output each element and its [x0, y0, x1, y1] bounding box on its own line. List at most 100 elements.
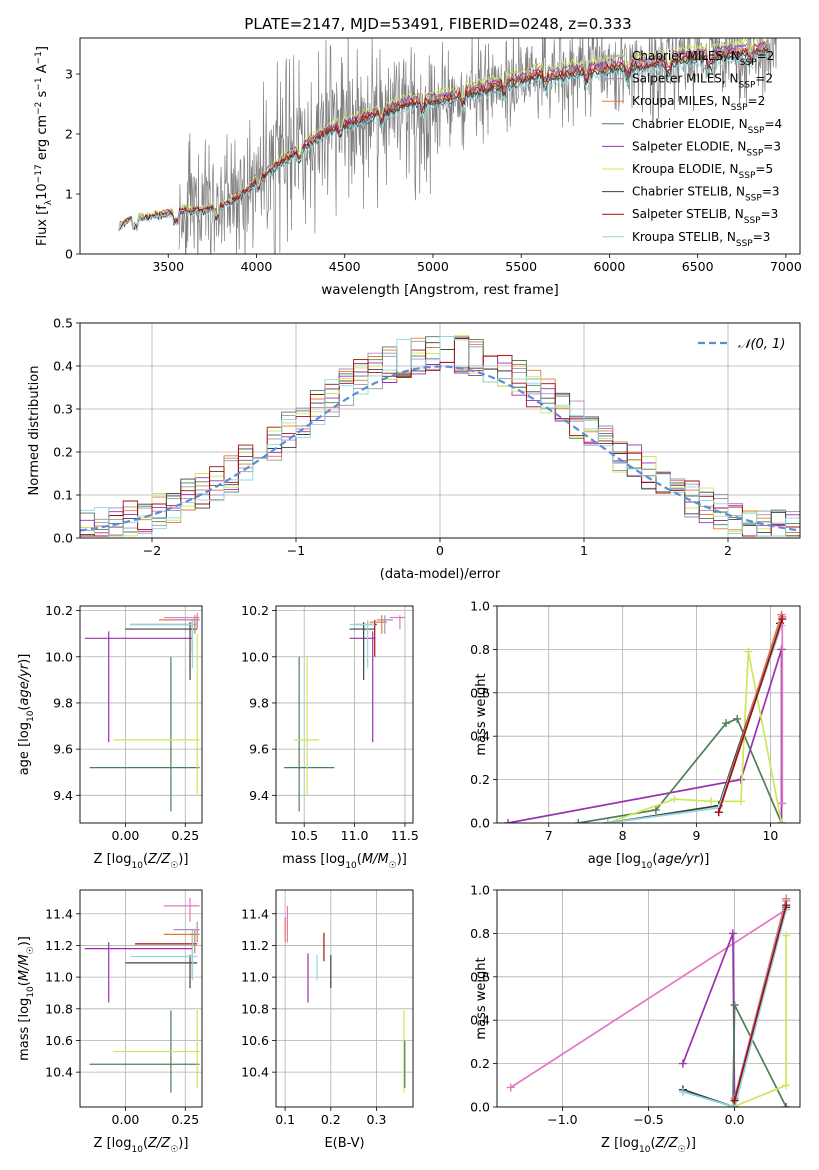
weight-marker: [782, 901, 791, 910]
y-tick-label: 10.8: [241, 1001, 269, 1016]
y-tick-label: 9.6: [249, 742, 269, 757]
axes-frame: [79, 889, 203, 1108]
y-tick-label: 0: [65, 247, 73, 262]
x-tick-label: 9: [693, 828, 701, 843]
y-axis-label: Normed distribution: [27, 366, 42, 496]
x-tick-label: 0.1: [275, 1112, 295, 1127]
y-tick-label: 10.6: [45, 1033, 73, 1048]
x-axis-label: age [log10(age/yr)]: [588, 852, 710, 871]
weight-marker: [678, 1087, 687, 1096]
y-tick-label: 0.6: [470, 969, 490, 984]
ticks: 10.5 11.0 11.5 9.4 9.6 9.8 10.0 10.2: [241, 603, 419, 843]
y-axis-label: mass weight: [474, 673, 489, 755]
legend-label: Kroupa MILES, NSSP=2: [632, 94, 765, 113]
legend-label: Chabrier MILES, NSSP=2: [632, 49, 774, 68]
model-line-8: [118, 52, 769, 232]
grid-lines: [80, 606, 202, 823]
x-axis-label: Z [log10(Z/Z☉)]: [94, 1136, 189, 1155]
y-tick-label: 1: [65, 187, 73, 202]
x-tick-label: 11.5: [391, 828, 419, 843]
weight-marker: [603, 819, 612, 823]
x-tick-label: 10: [762, 828, 778, 843]
y-tick-label: 9.8: [53, 695, 73, 710]
y-tick-label: 0.2: [53, 445, 73, 460]
legend-label: Chabrier STELIB, NSSP=3: [632, 185, 780, 204]
y-tick-label: 0.5: [53, 316, 73, 331]
x-tick-label: 0.25: [171, 828, 199, 843]
y-tick-label: 9.8: [249, 695, 269, 710]
ticks: 3500 4000 4500 5000 5500 6000 6500 7000 0 1 2 3: [65, 67, 802, 275]
weight-marker: [782, 1081, 791, 1090]
weight-marker: [778, 799, 787, 808]
y-tick-label: 0.0: [470, 816, 490, 831]
x-tick-label: 0: [436, 543, 444, 558]
x-axis-label: Z [log10(Z/Z☉)]: [601, 1136, 696, 1155]
weight-line-4: [607, 625, 783, 823]
error-bars: [84, 612, 200, 812]
weight-marker: [730, 1096, 739, 1105]
x-tick-label: −1.0: [547, 1112, 577, 1127]
legend-label: Salpeter ELODIE, NSSP=3: [632, 139, 781, 158]
grid-lines: [276, 890, 413, 1107]
y-tick-label: 11.4: [241, 906, 269, 921]
residuals-panel: −2 −1 0 1 2 0.0 0.1 0.2 0.3 0.4 0.5 𝒩(0, 1) (data-mo…: [27, 316, 801, 582]
weight-marker: [728, 929, 737, 938]
x-tick-label: −2: [143, 543, 161, 558]
axes-frame: [496, 889, 801, 1108]
age-vs-mass-panel: 10.5 11.0 11.5 9.4 9.6 9.8 10.0 10.2 mass [log10…: [241, 603, 419, 871]
y-tick-label: 10.6: [241, 1033, 269, 1048]
weight-marker: [651, 805, 660, 814]
x-tick-label: 11.0: [341, 828, 369, 843]
x-tick-label: 0.00: [112, 1112, 140, 1127]
y-tick-label: 10.4: [45, 1065, 73, 1080]
axes-frame: [496, 605, 801, 824]
y-tick-label: 11.0: [45, 970, 73, 985]
y-tick-label: 0.1: [53, 488, 73, 503]
model-line-3: [118, 45, 769, 232]
spectrum-lines: [118, 38, 777, 254]
y-tick-label: 3: [65, 67, 73, 82]
x-axis-label: mass [log10(M/M☉)]: [282, 852, 407, 871]
ticks: 7 8 9 10 0.0 0.2 0.4 0.6 0.8 1.0: [470, 599, 778, 844]
x-tick-label: 6500: [682, 259, 714, 274]
y-tick-label: 11.2: [241, 938, 269, 953]
axes-frame: [79, 605, 203, 824]
weight-marker: [782, 1103, 791, 1107]
weight-marker: [728, 1103, 737, 1107]
y-tick-label: 11.2: [45, 938, 73, 953]
x-tick-label: 4500: [329, 259, 361, 274]
observed-spectrum-line: [178, 38, 777, 254]
x-axis-label: E(B-V): [324, 1136, 364, 1151]
weight-marker: [504, 819, 513, 823]
legend-label: Kroupa STELIB, NSSP=3: [632, 230, 770, 249]
x-tick-label: 5500: [505, 259, 537, 274]
y-tick-label: 1.0: [470, 883, 490, 898]
y-tick-label: 0.4: [53, 359, 73, 374]
axes-frame: [79, 37, 801, 255]
error-bars: [284, 905, 406, 1093]
y-tick-label: 1.0: [470, 599, 490, 614]
weight-marker: [733, 714, 742, 723]
ticks: 0.1 0.2 0.3 10.4 10.6 10.8 11.0 11.2 11.4: [241, 906, 386, 1127]
weight-marker: [722, 719, 731, 728]
y-axis-label: mass [log10(M/M☉)]: [17, 936, 36, 1061]
mass-vs-extinction-panel: 0.1 0.2 0.3 10.4 10.6 10.8 11.0 11.2 11.4 E(B-V): [241, 889, 414, 1151]
axes-frame: [79, 322, 801, 539]
x-tick-label: 7000: [770, 259, 802, 274]
weight-marker: [506, 1083, 515, 1092]
legend-label: 𝒩(0, 1): [738, 337, 785, 352]
grid-lines: [497, 605, 800, 824]
weight-marker: [778, 615, 787, 624]
x-tick-label: 2: [724, 543, 732, 558]
weight-marker: [736, 775, 745, 784]
x-tick-label: 4000: [241, 259, 273, 274]
y-axis-label: age [log10(age/yr)]: [17, 654, 36, 776]
spectrum-legend: Chabrier MILES, NSSP=2 Salpeter MILES, NS…: [602, 49, 782, 249]
x-tick-label: 5000: [417, 259, 449, 274]
y-tick-label: 0.3: [53, 402, 73, 417]
grid-lines: [80, 890, 202, 1107]
y-axis-label: mass weight: [474, 957, 489, 1039]
figure-title: PLATE=2147, MJD=53491, FIBERID=0248, z=0…: [244, 15, 631, 33]
ticks: 0.00 0.25 10.4 10.6 10.8 11.0 11.2 11.4: [45, 906, 199, 1127]
x-axis-label: wavelength [Angstrom, rest frame]: [321, 282, 559, 298]
